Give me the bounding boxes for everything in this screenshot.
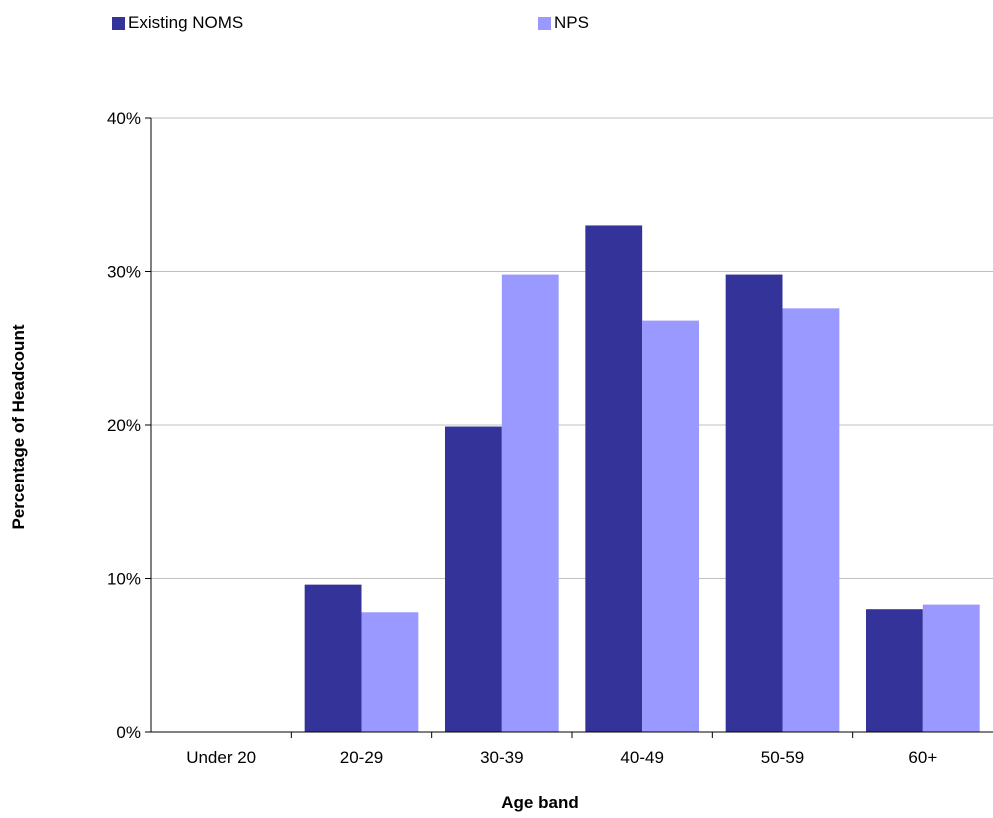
bar-nps xyxy=(922,604,980,732)
legend-item-existing-noms: Existing NOMS xyxy=(112,13,243,33)
bar-existing-noms xyxy=(725,274,783,732)
bar-existing-noms xyxy=(865,609,923,732)
y-tick-label: 0% xyxy=(116,723,141,742)
bar-existing-noms xyxy=(444,426,502,732)
x-tick-label: 50-59 xyxy=(761,748,804,767)
legend-swatch-nps xyxy=(538,16,551,30)
y-tick-label: 20% xyxy=(107,416,141,435)
legend-item-nps: NPS xyxy=(538,13,589,33)
y-tick-label: 30% xyxy=(107,263,141,282)
x-axis-title: Age band xyxy=(501,793,579,812)
bar-nps xyxy=(782,308,840,732)
bar-existing-noms xyxy=(304,584,362,732)
legend-label-existing-noms: Existing NOMS xyxy=(128,13,244,32)
x-tick-label: Under 20 xyxy=(186,748,256,767)
y-tick-label: 10% xyxy=(107,570,141,589)
bar-nps xyxy=(501,274,559,732)
x-tick-label: 30-39 xyxy=(480,748,523,767)
legend-label-nps: NPS xyxy=(554,13,589,32)
y-tick-label: 40% xyxy=(107,109,141,128)
bar-nps xyxy=(361,612,419,732)
bar-existing-noms xyxy=(585,225,643,732)
legend-swatch-existing-noms xyxy=(112,16,125,30)
x-tick-label: 60+ xyxy=(908,748,937,767)
x-tick-label: 40-49 xyxy=(620,748,663,767)
x-tick-label: 20-29 xyxy=(340,748,383,767)
bar-nps xyxy=(642,320,700,732)
